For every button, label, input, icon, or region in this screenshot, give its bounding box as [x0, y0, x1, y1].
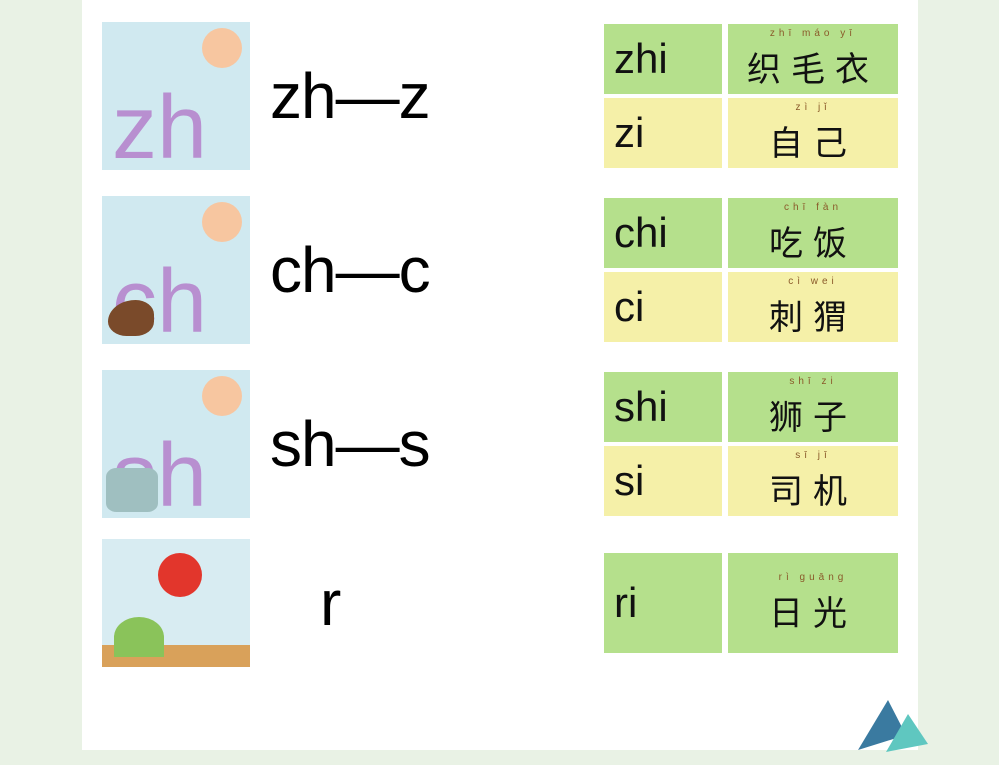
hanzi-col: zhī máo yī 织毛衣 zì jǐ 自己 [728, 24, 898, 168]
hanzi-cell: zì jǐ 自己 [728, 98, 898, 168]
hanzi-text: 吃饭 [769, 216, 857, 265]
compare-text: sh—s [250, 407, 604, 481]
pinyin-anno: chī fàn [784, 202, 842, 214]
girl-icon [202, 28, 242, 68]
hanzi-col: shī zi 狮子 sī jī 司机 [728, 372, 898, 516]
compare-single: r [320, 567, 340, 639]
illustration-sh: sh [102, 370, 250, 518]
pinyin-anno: cì wei [788, 276, 838, 288]
pinyin-anno: zhī máo yī [770, 28, 856, 40]
pinyin-row-r: r ri rì guāng 日光 [102, 538, 898, 668]
lion-icon [106, 468, 158, 512]
hanzi-cell: zhī máo yī 织毛衣 [728, 24, 898, 94]
pinyin-col: zhi zi [604, 24, 722, 168]
illustration-ch: ch [102, 196, 250, 344]
pinyin-anno: sī jī [795, 450, 831, 462]
pinyin-anno: rì guāng [779, 572, 848, 584]
child-icon [202, 202, 242, 242]
compare-right: z [399, 60, 430, 132]
pinyin-anno: shī zi [789, 376, 836, 388]
compare-text: zh—z [250, 59, 604, 133]
pinyin-col: ri [604, 553, 722, 653]
hanzi-text: 自己 [769, 116, 857, 165]
pinyin-row-sh: sh sh—s shi si shī zi 狮子 sī jī 司机 [102, 364, 898, 524]
pinyin-cell: zi [604, 98, 722, 168]
pinyin-row-ch: ch ch—c chi ci chī fàn 吃饭 cì wei 刺猬 [102, 190, 898, 350]
cards-r: ri rì guāng 日光 [604, 553, 898, 653]
compare-right: s [399, 408, 430, 480]
cards-sh: shi si shī zi 狮子 sī jī 司机 [604, 372, 898, 516]
pinyin-cell: ri [604, 553, 722, 653]
pinyin-anno: zì jǐ [796, 102, 831, 114]
compare-left: sh [270, 408, 336, 480]
pinyin-cell: shi [604, 372, 722, 442]
hanzi-col: chī fàn 吃饭 cì wei 刺猬 [728, 198, 898, 342]
cards-zh: zhi zi zhī máo yī 织毛衣 zì jǐ 自己 [604, 24, 898, 168]
illustration-r [102, 539, 250, 667]
compare-text: r [250, 566, 604, 640]
compare-right: c [399, 234, 430, 306]
hanzi-text: 日光 [769, 586, 857, 635]
illus-letters: zh [112, 92, 207, 164]
corner-decor-icon [838, 680, 928, 760]
ground-icon [102, 645, 250, 667]
hanzi-text: 刺猬 [769, 290, 857, 339]
compare-left: zh [270, 60, 336, 132]
slide: zh zh—z zhi zi zhī máo yī 织毛衣 zì jǐ 自己 [82, 0, 918, 750]
pinyin-cell: si [604, 446, 722, 516]
hanzi-cell: chī fàn 吃饭 [728, 198, 898, 268]
hanzi-cell: cì wei 刺猬 [728, 272, 898, 342]
hanzi-cell: shī zi 狮子 [728, 372, 898, 442]
cards-ch: chi ci chī fàn 吃饭 cì wei 刺猬 [604, 198, 898, 342]
child-icon [202, 376, 242, 416]
compare-left: ch [270, 234, 336, 306]
hanzi-text: 狮子 [769, 390, 857, 439]
hanzi-text: 织毛衣 [747, 42, 879, 91]
hanzi-text: 司机 [769, 464, 857, 513]
pinyin-cell: zhi [604, 24, 722, 94]
hanzi-cell: rì guāng 日光 [728, 553, 898, 653]
compare-text: ch—c [250, 233, 604, 307]
illustration-zh: zh [102, 22, 250, 170]
pinyin-row-zh: zh zh—z zhi zi zhī máo yī 织毛衣 zì jǐ 自己 [102, 16, 898, 176]
hanzi-cell: sī jī 司机 [728, 446, 898, 516]
pinyin-cell: chi [604, 198, 722, 268]
pinyin-col: shi si [604, 372, 722, 516]
pinyin-cell: ci [604, 272, 722, 342]
hanzi-col: rì guāng 日光 [728, 553, 898, 653]
pinyin-col: chi ci [604, 198, 722, 342]
